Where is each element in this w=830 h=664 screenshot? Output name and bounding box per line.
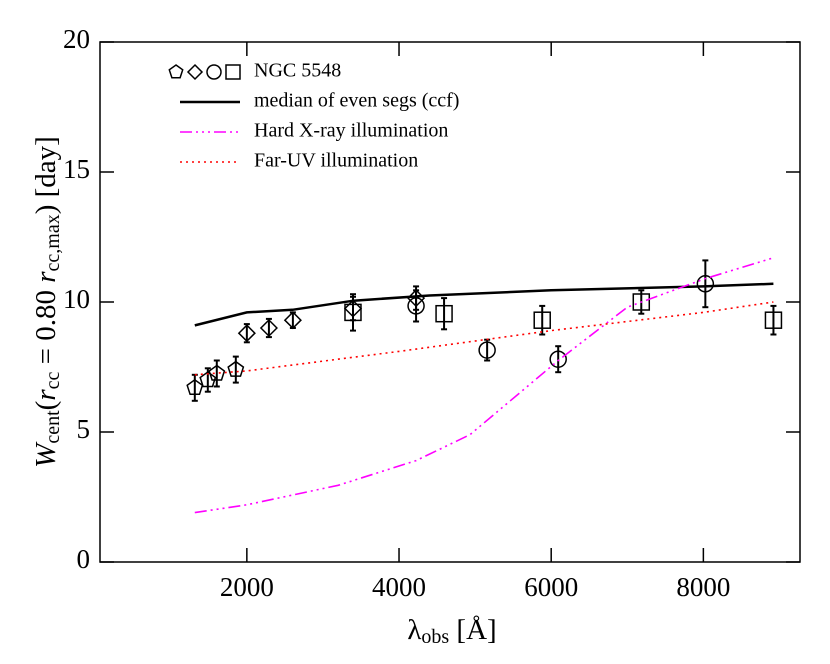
marker: [186, 378, 204, 396]
series-line: [194, 282, 774, 327]
marker: [764, 311, 783, 329]
legend-label: Far-UV illumination: [254, 150, 418, 172]
axis-label-part: cc,max: [42, 214, 64, 271]
x-tick-label: 4000: [372, 572, 426, 602]
y-tick-label: 10: [63, 284, 90, 314]
axis-label-part: = 0.80: [30, 283, 62, 372]
marker: [435, 304, 453, 323]
x-axis-label: λobs [Å]: [407, 614, 496, 648]
y-tick-label: 0: [77, 544, 91, 574]
y-tick-label: 5: [77, 414, 91, 444]
marker: [208, 364, 226, 381]
marker: [549, 350, 567, 368]
axis-label-part: r: [30, 389, 62, 401]
plot-frame: [99, 41, 801, 563]
y-tick-label: 20: [63, 24, 90, 54]
marker: [199, 371, 217, 388]
axis-label-part: λ: [407, 614, 421, 646]
axis-label-part: (: [30, 401, 62, 411]
axis-label-part: ) [day]: [30, 136, 62, 214]
marker: [696, 275, 715, 293]
legend-label: Hard X-ray illumination: [254, 120, 448, 142]
marker: [227, 360, 245, 377]
series-line: [194, 301, 774, 376]
axis-label-part: cent: [42, 410, 64, 444]
marker: [259, 318, 278, 338]
marker: [478, 341, 496, 359]
legend-label: median of even segs (ccf): [254, 90, 459, 112]
x-tick-label: 8000: [676, 572, 730, 602]
marker: [533, 311, 551, 329]
legend-marker: [186, 63, 204, 81]
axis-label-part: r: [30, 271, 62, 283]
series-line: [194, 257, 774, 514]
legend-marker: [206, 64, 222, 80]
marker: [344, 303, 362, 322]
marker: [407, 297, 425, 315]
axis-label-part: W: [30, 441, 62, 468]
x-tick-label: 6000: [524, 572, 578, 602]
marker: [283, 311, 302, 330]
y-tick-label: 15: [63, 154, 90, 184]
axis-label-part: obs: [421, 626, 449, 648]
legend-marker: [168, 64, 184, 79]
legend-marker: [225, 64, 241, 80]
marker: [237, 324, 256, 343]
axis-label-part: [Å]: [449, 614, 497, 646]
x-tick-label: 2000: [220, 572, 274, 602]
marker: [632, 293, 651, 311]
legend-label: NGC 5548: [254, 60, 341, 82]
axis-label-part: cc: [42, 371, 64, 389]
y-axis-label: Wcent(rcc = 0.80 rcc,max) [day]: [30, 136, 64, 468]
